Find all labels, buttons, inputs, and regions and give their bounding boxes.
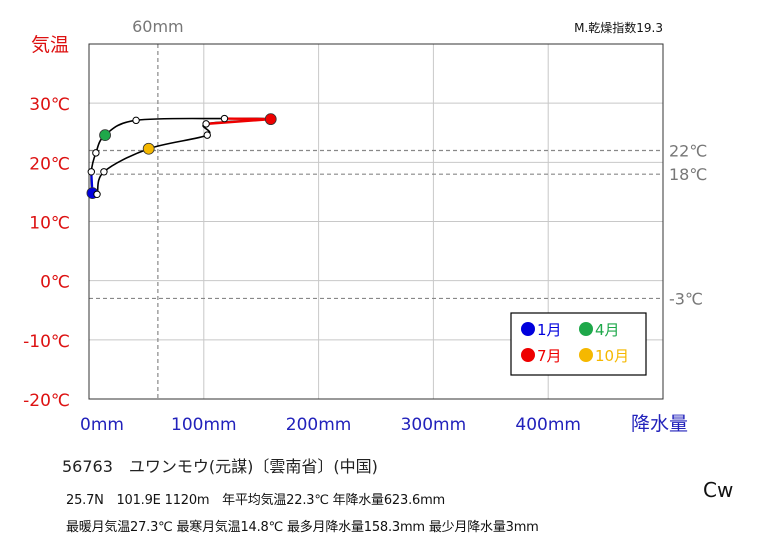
- y-tick-label: 30℃: [29, 95, 70, 115]
- month-point-3: [92, 149, 100, 157]
- month-point-9: [203, 131, 211, 139]
- reference-label-temp: 18℃: [669, 165, 707, 184]
- month-point-5: [132, 116, 140, 125]
- legend-label: 7月: [537, 347, 562, 365]
- month-point-4: [99, 129, 111, 142]
- y-axis-ticks: 30℃ 20℃ 10℃ 0℃ -10℃ -20℃: [23, 95, 70, 411]
- x-axis-label: 降水量: [631, 413, 688, 435]
- month-point-6: [220, 114, 229, 123]
- y-tick-label: 0℃: [40, 273, 70, 293]
- month-point-8: [202, 120, 210, 128]
- month-point-2: [87, 168, 95, 176]
- month-point-10: [142, 142, 155, 155]
- month-points: [86, 113, 277, 200]
- y-axis-label: 気温: [31, 34, 69, 56]
- reference-label-temp: -3℃: [669, 289, 703, 308]
- x-tick-label: 0mm: [80, 415, 124, 435]
- legend-box: [510, 312, 647, 376]
- legend-label: 4月: [595, 321, 620, 339]
- legend-marker: [579, 322, 593, 336]
- x-tick-label: 400mm: [515, 415, 581, 435]
- legend-label: 1月: [537, 321, 562, 339]
- climograph-curve: [90, 117, 272, 198]
- month-point-12: [93, 190, 101, 198]
- legend-marker: [579, 348, 593, 362]
- climograph-line: [90, 117, 272, 198]
- aridity-index: M.乾燥指数19.3: [574, 20, 663, 35]
- y-tick-label: -20℃: [23, 391, 70, 411]
- legend-marker: [521, 322, 535, 336]
- y-tick-label: 20℃: [29, 154, 70, 174]
- reference-lines: 60mm 22℃ 18℃ -3℃: [89, 17, 707, 399]
- x-tick-label: 200mm: [286, 415, 352, 435]
- reference-label-temp: 22℃: [669, 142, 707, 161]
- plot-frame: [88, 43, 664, 400]
- legend-label: 10月: [595, 347, 629, 365]
- legend: 1月 4月 7月 10月: [510, 312, 647, 376]
- month-point-7: [264, 113, 277, 126]
- month-point-11: [100, 168, 108, 176]
- x-axis-ticks: 0mm 100mm 200mm 300mm 400mm: [80, 415, 581, 435]
- y-tick-label: 10℃: [29, 214, 70, 234]
- reference-label-precip: 60mm: [132, 17, 184, 36]
- x-tick-label: 300mm: [401, 415, 467, 435]
- y-tick-label: -10℃: [23, 332, 70, 352]
- x-tick-label: 100mm: [171, 415, 237, 435]
- legend-marker: [521, 348, 535, 362]
